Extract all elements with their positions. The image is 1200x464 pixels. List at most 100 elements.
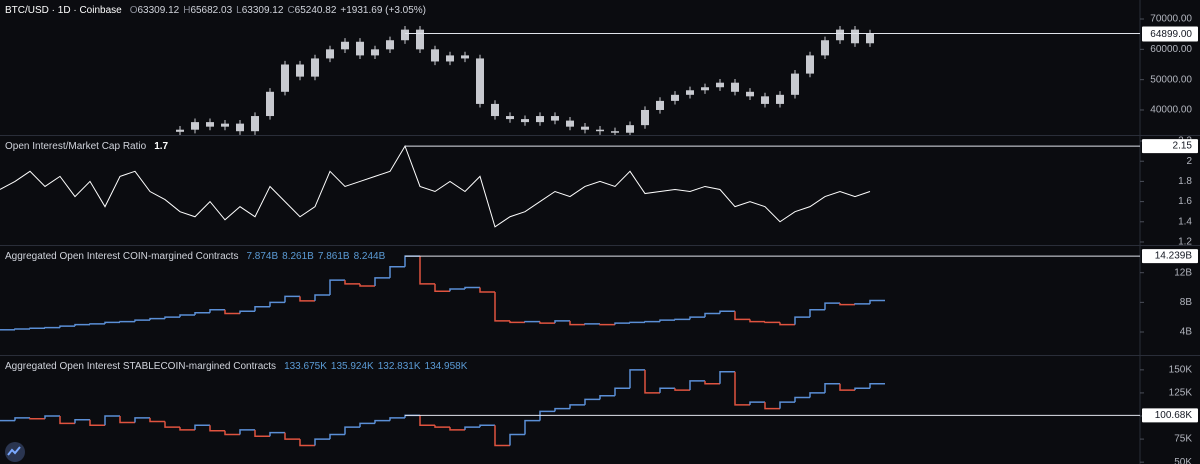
candle-body xyxy=(401,29,409,41)
step-segment xyxy=(779,322,795,326)
step-segment xyxy=(359,283,375,287)
step-segment xyxy=(764,321,780,324)
y-tick-label: 50K xyxy=(1174,457,1192,464)
ohlc-key: L xyxy=(236,5,242,16)
candle-body xyxy=(236,123,244,132)
step-segment xyxy=(824,382,840,393)
ohlc-value: 65240.82 xyxy=(294,5,337,16)
candle-body xyxy=(671,94,679,101)
step-segment xyxy=(854,303,870,305)
candle-body xyxy=(416,29,424,50)
y-tick-label: 8B xyxy=(1180,297,1193,308)
step-segment xyxy=(554,320,570,324)
step-segment xyxy=(179,427,195,431)
step-segment xyxy=(44,326,60,329)
candle-body xyxy=(506,116,514,120)
candle-body xyxy=(221,123,229,127)
candle-body xyxy=(476,58,484,104)
step-segment xyxy=(239,429,255,435)
step-segment xyxy=(689,380,705,391)
step-segment xyxy=(284,295,300,303)
step-segment xyxy=(509,433,525,446)
step-segment xyxy=(209,425,225,432)
step-segment xyxy=(329,433,345,440)
step-segment xyxy=(464,286,480,290)
legend-value: 7.861B xyxy=(317,251,350,262)
candle-body xyxy=(431,49,439,62)
step-segment xyxy=(689,316,705,320)
step-segment xyxy=(239,310,255,314)
candle-body xyxy=(821,40,829,56)
candle-body xyxy=(791,73,799,95)
step-segment xyxy=(764,402,780,410)
logo-icon[interactable] xyxy=(7,446,21,456)
candle-body xyxy=(611,131,619,133)
step-segment xyxy=(539,410,555,421)
legend-value: 132.831K xyxy=(377,361,421,372)
step-segment xyxy=(149,317,165,321)
step-segment xyxy=(629,369,645,389)
step-segment xyxy=(734,311,750,321)
step-segment xyxy=(224,309,240,315)
step-segment xyxy=(164,316,180,319)
step-segment xyxy=(344,426,360,435)
legend-value: 133.675K xyxy=(284,361,327,372)
step-segment xyxy=(854,387,870,391)
step-segment xyxy=(299,296,315,302)
reference-label: 2.15 xyxy=(1173,141,1193,152)
y-tick-label: 4B xyxy=(1180,327,1193,338)
step-segment xyxy=(509,320,525,324)
change: +1931.69 (+3.05%) xyxy=(340,5,427,16)
candle-body xyxy=(596,129,604,132)
panel-title: Open Interest/Market Cap Ratio xyxy=(5,141,147,152)
panel xyxy=(0,144,871,228)
step-segment xyxy=(659,387,675,393)
logo[interactable] xyxy=(5,442,25,462)
y-tick-label: 1.2 xyxy=(1178,237,1192,248)
step-segment xyxy=(374,277,390,287)
candle-body xyxy=(446,55,454,62)
step-segment xyxy=(584,323,600,325)
legend-value: 7.874B xyxy=(246,251,279,262)
candle-body xyxy=(356,41,364,56)
panel-title: Aggregated Open Interest STABLECOIN-marg… xyxy=(5,361,277,372)
step-segment xyxy=(629,321,645,324)
step-segment xyxy=(569,404,585,409)
step-segment xyxy=(584,398,600,405)
y-tick-label: 2 xyxy=(1186,156,1192,167)
candle-body xyxy=(191,122,199,130)
step-segment xyxy=(179,314,195,318)
step-segment xyxy=(824,302,840,310)
reference-box xyxy=(1142,139,1198,154)
step-segment xyxy=(794,396,810,403)
panel-title: Aggregated Open Interest COIN-margined C… xyxy=(5,251,239,262)
step-segment xyxy=(29,327,45,330)
step-segment xyxy=(524,419,540,435)
candle-body xyxy=(536,116,544,123)
step-segment xyxy=(704,312,720,318)
panel xyxy=(176,25,874,135)
candle-body xyxy=(266,91,274,117)
y-tick-label: 12B xyxy=(1174,267,1192,278)
step-segment xyxy=(659,319,675,322)
step-segment xyxy=(314,294,330,301)
step-segment xyxy=(539,321,555,324)
candle-body xyxy=(746,91,754,97)
step-segment xyxy=(839,383,855,391)
y-tick-label: 70000.00 xyxy=(1150,14,1192,25)
step-segment xyxy=(719,310,735,314)
step-segment xyxy=(14,417,30,421)
step-segment xyxy=(434,425,450,428)
panel xyxy=(0,369,885,447)
step-segment xyxy=(59,416,75,425)
step-segment xyxy=(314,438,330,446)
candle-body xyxy=(866,33,874,44)
y-tick-label: 1.6 xyxy=(1178,196,1192,207)
step-segment xyxy=(59,325,75,328)
panel-title: BTC/USD · 1D · Coinbase xyxy=(5,5,122,16)
step-segment xyxy=(674,318,690,321)
step-segment xyxy=(614,322,630,325)
step-segment xyxy=(344,280,360,285)
